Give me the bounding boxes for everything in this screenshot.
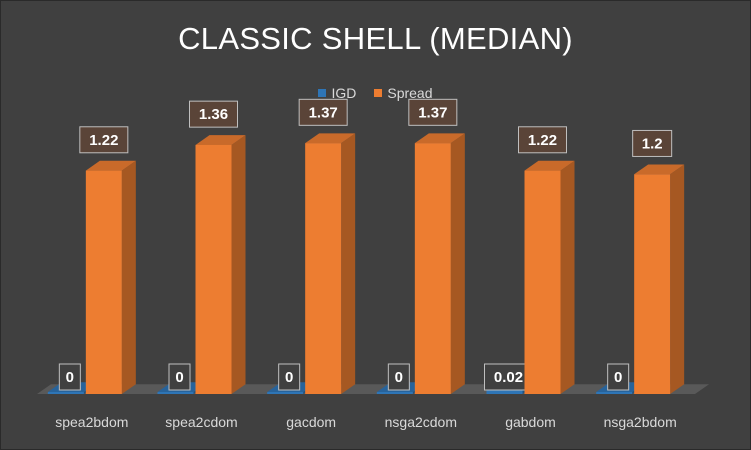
data-label-spread-nsga2cdom: 1.37 <box>408 98 458 126</box>
bar-spread-gabdom <box>524 160 575 394</box>
bar-side-spread-spea2cdom <box>231 135 246 394</box>
bar-spread-nsga2cdom <box>414 133 465 394</box>
data-label-spread-nsga2bdom: 1.2 <box>632 129 673 157</box>
data-label-igd-spea2bdom: 0 <box>58 363 81 391</box>
data-label-box-spread-spea2bdom <box>79 126 129 154</box>
data-label-box-spread-nsga2cdom <box>408 98 458 126</box>
bar-front-igd-spea2cdom <box>157 392 194 394</box>
data-label-box-igd-nsga2cdom <box>387 363 410 391</box>
bar-front-igd-nsga2bdom <box>596 392 633 394</box>
data-label-igd-nsga2cdom: 0 <box>387 363 410 391</box>
bar-side-spread-gabdom <box>560 160 575 394</box>
legend-item-spread: Spread <box>374 85 433 101</box>
bar-spread-gacdom <box>305 133 356 394</box>
data-label-spread-gabdom: 1.22 <box>518 126 567 154</box>
bar-spread-spea2bdom <box>85 160 136 394</box>
data-label-text-spread-spea2bdom: 1.22 <box>89 132 118 149</box>
data-label-text-igd-nsga2bdom: 0 <box>614 369 622 386</box>
bar-top-spread-gacdom <box>305 133 356 144</box>
data-label-box-spread-gacdom <box>298 98 348 126</box>
data-label-text-igd-spea2cdom: 0 <box>175 369 183 386</box>
data-label-box-spread-spea2cdom <box>189 100 238 128</box>
data-label-text-igd-nsga2cdom: 0 <box>395 369 403 386</box>
data-label-text-spread-nsga2bdom: 1.2 <box>642 135 663 152</box>
bar-side-spread-spea2bdom <box>121 160 136 394</box>
category-label-spea2cdom: spea2cdom <box>165 414 237 430</box>
data-label-box-igd-nsga2bdom <box>607 363 630 391</box>
legend-label-spread: Spread <box>387 85 433 101</box>
bar-spread-nsga2bdom <box>634 164 685 394</box>
bar-side-spread-nsga2cdom <box>450 133 465 394</box>
data-label-spread-spea2cdom: 1.36 <box>189 100 238 128</box>
data-label-text-spread-gacdom: 1.37 <box>309 104 338 121</box>
bar-top-spread-spea2cdom <box>195 135 246 145</box>
bar-front-spread-spea2cdom <box>195 144 232 394</box>
data-label-text-igd-gabdom: 0.02 <box>494 369 523 386</box>
data-label-box-spread-nsga2bdom <box>632 129 673 157</box>
bar-top-spread-nsga2bdom <box>634 164 685 175</box>
category-label-gabdom: gabdom <box>505 414 556 430</box>
data-label-text-igd-gacdom: 0 <box>285 369 293 386</box>
bar-spread-spea2cdom <box>195 135 246 394</box>
legend-label-igd: IGD <box>331 85 357 101</box>
bar-front-spread-gacdom <box>305 143 342 394</box>
category-label-spea2bdom: spea2bdom <box>55 414 128 430</box>
data-label-box-igd-gacdom <box>278 363 301 391</box>
bar-front-spread-spea2bdom <box>85 170 122 394</box>
bar-front-igd-gabdom <box>486 390 523 394</box>
data-label-igd-nsga2bdom: 0 <box>607 363 630 391</box>
bar-front-spread-gabdom <box>524 170 561 394</box>
bar-front-spread-nsga2bdom <box>634 174 671 394</box>
category-label-gacdom: gacdom <box>286 414 336 430</box>
data-label-igd-gacdom: 0 <box>278 363 301 391</box>
data-label-igd-spea2cdom: 0 <box>168 363 191 391</box>
data-label-spread-spea2bdom: 1.22 <box>79 126 129 154</box>
bar-top-spread-nsga2cdom <box>414 133 465 144</box>
legend: IGD Spread <box>1 85 750 101</box>
data-label-text-spread-gabdom: 1.22 <box>528 132 557 149</box>
category-label-nsga2cdom: nsga2cdom <box>385 414 457 430</box>
bar-front-igd-gacdom <box>267 392 304 394</box>
data-label-text-spread-nsga2cdom: 1.37 <box>418 104 447 121</box>
data-label-spread-gacdom: 1.37 <box>298 98 348 126</box>
bar-top-spread-gabdom <box>524 160 575 171</box>
bar-front-igd-spea2bdom <box>47 392 84 394</box>
legend-item-igd: IGD <box>318 85 356 101</box>
data-label-box-igd-spea2cdom <box>168 363 191 391</box>
bar-side-spread-nsga2bdom <box>670 164 685 394</box>
data-label-box-igd-spea2bdom <box>58 363 81 391</box>
bar-side-spread-gacdom <box>341 133 356 394</box>
legend-swatch-spread <box>374 89 383 97</box>
bar-front-spread-nsga2cdom <box>414 143 451 394</box>
legend-swatch-igd <box>318 89 327 97</box>
chart-title: CLASSIC SHELL (MEDIAN) <box>178 21 573 56</box>
bar-top-spread-spea2bdom <box>85 160 136 171</box>
data-label-text-spread-spea2cdom: 1.36 <box>199 106 228 123</box>
data-label-box-spread-gabdom <box>518 126 567 154</box>
category-label-nsga2bdom: nsga2bdom <box>604 414 677 430</box>
bar-front-igd-nsga2cdom <box>376 392 413 394</box>
data-label-text-igd-spea2bdom: 0 <box>66 369 74 386</box>
